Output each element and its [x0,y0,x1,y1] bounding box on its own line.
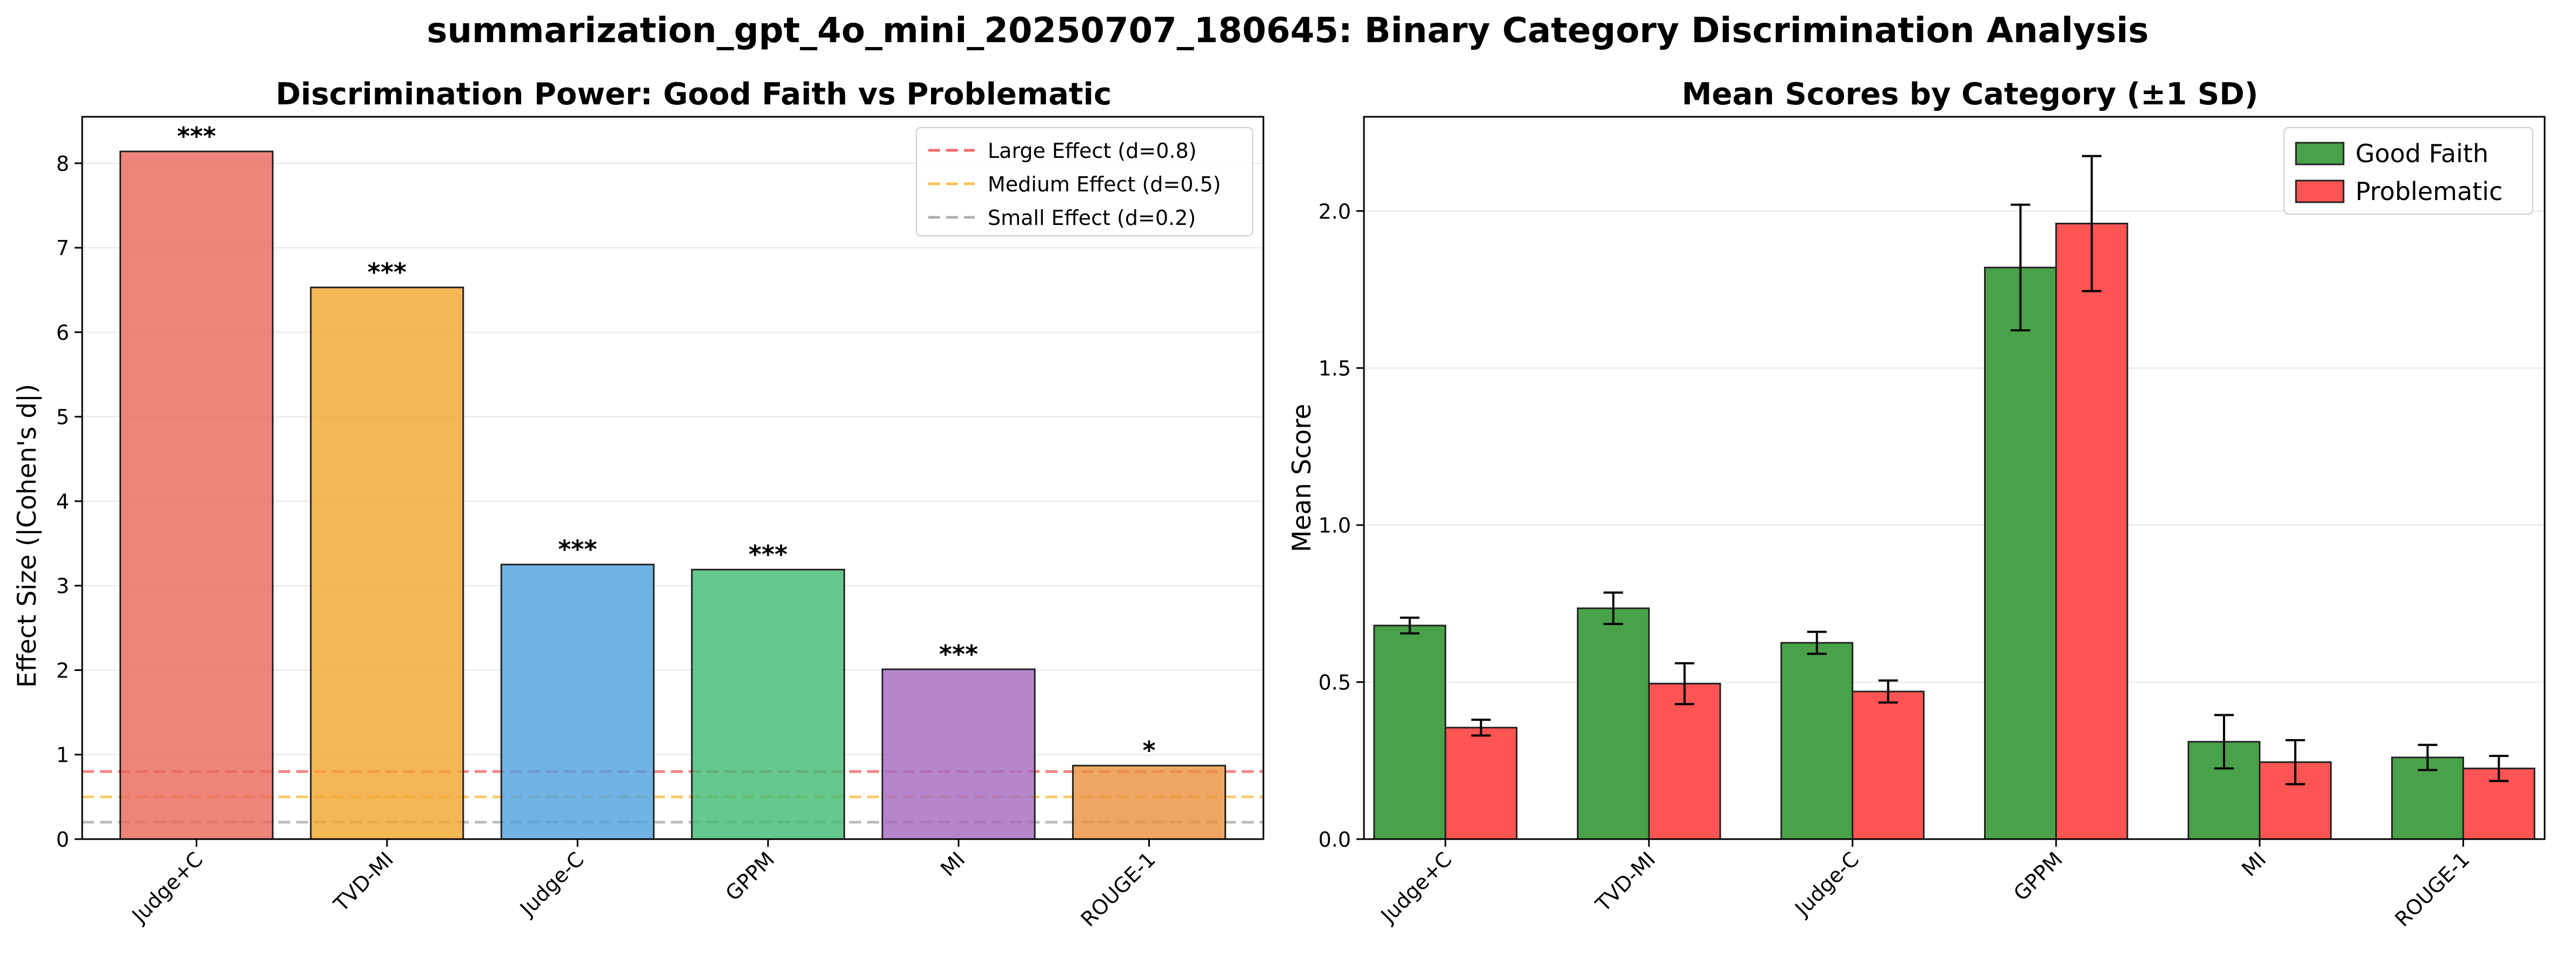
legend-label: Medium Effect (d=0.5) [988,172,1221,196]
bar-good-faith-judge-c [1780,642,1854,840]
x-tick-label-judge-c: Judge-C [1789,847,1863,921]
effect-size-y-ticks: 0 1 2 3 4 5 6 7 8 [56,152,82,852]
significance-marker: *** [939,640,978,669]
mean-scores-x-ticks: Judge+C TVD-MI Judge-C GPPM MI ROUGE-1 [1376,839,2474,931]
bar-good-faith-gppm [1983,267,2057,840]
y-tick-label: 5 [56,405,69,429]
mean-scores-chart: Mean Scores by Category (±1 SD) Mean Sco… [1287,77,2546,931]
significance-marker: *** [749,540,788,569]
effect-size-x-ticks: Judge+C TVD-MI Judge-C GPPM MI ROUGE-1 [127,839,1160,931]
x-tick-label-rouge-1: ROUGE-1 [2391,847,2474,931]
x-tick-label-rouge-1: ROUGE-1 [1076,847,1160,931]
bar-problematic-judge-c [1852,690,1925,840]
mean-scores-chart-title: Mean Scores by Category (±1 SD) [1682,77,2259,112]
x-tick-label-gppm: GPPM [2009,847,2067,906]
x-tick-label-judge-c: Judge+C [1376,847,1456,928]
legend-label: Small Effect (d=0.2) [988,206,1196,230]
legend-label: Large Effect (d=0.8) [988,139,1196,163]
effect-size-legend: Large Effect (d=0.8) Medium Effect (d=0.5… [916,127,1253,236]
effect-size-plot-frame [81,116,1264,840]
legend-swatch-good-faith [2295,142,2345,165]
bar-problematic-judge-c [1445,727,1517,840]
legend-swatch-problematic [2295,179,2345,203]
bar-judge-c [119,150,274,840]
bar-rouge-1 [1072,764,1227,840]
mean-scores-y-axis-label: Mean Score [1287,404,1317,553]
x-tick-label-tvd-mi: TVD-MI [1590,847,1660,916]
mean-scores-error-bars [1400,155,2509,786]
bar-tvd-mi [310,287,464,840]
legend-label: Problematic [2355,177,2502,206]
x-tick-label-judge-c: Judge+C [127,847,207,928]
x-tick-label-gppm: GPPM [721,847,780,906]
significance-marker: *** [368,258,407,287]
effect-size-bars [119,150,1227,840]
legend-box [2284,127,2533,215]
effect-size-chart: Discrimination Power: Good Faith vs Prob… [12,77,1264,931]
significance-marker: * [1143,736,1156,765]
effect-size-gridlines [82,162,1263,840]
y-tick-label: 2 [56,659,69,682]
x-tick-label-mi: MI [936,847,969,881]
figure-title: summarization_gpt_4o_mini_20250707_18064… [427,11,2148,51]
significance-marker: *** [177,122,216,151]
effect-size-y-axis-label: Effect Size (|Cohen's d|) [12,384,42,688]
mean-scores-legend: Good Faith Problematic [2284,127,2533,215]
y-tick-label: 0.5 [1319,671,1351,695]
y-tick-label: 7 [56,236,69,260]
bar-problematic-tvd-mi [1648,682,1721,840]
y-tick-label: 0.0 [1319,828,1351,852]
bar-good-faith-judge-c [1373,624,1447,840]
y-tick-label: 1 [56,743,69,767]
effect-size-reference-lines [82,770,1263,824]
legend-label: Good Faith [2355,139,2488,168]
mean-scores-y-ticks: 0.0 0.5 1.0 1.5 2.0 [1319,200,1364,852]
bar-problematic-gppm [2055,222,2128,840]
y-tick-label: 4 [56,490,69,514]
bar-mi [881,668,1036,840]
y-tick-label: 1.5 [1319,357,1351,381]
bar-gppm [691,569,846,840]
y-tick-label: 8 [56,152,69,176]
x-tick-label-judge-c: Judge-C [515,847,589,921]
y-tick-label: 2.0 [1319,200,1351,223]
y-tick-label: 6 [56,321,69,344]
x-tick-label-tvd-mi: TVD-MI [329,847,398,916]
bar-judge-c [500,563,655,840]
x-tick-label-mi: MI [2237,847,2271,881]
y-tick-label: 3 [56,574,69,598]
mean-scores-bars [1373,222,2535,840]
mean-scores-plot-frame [1363,116,2546,840]
bar-good-faith-tvd-mi [1576,607,1650,840]
mean-scores-gridlines [1364,210,2545,840]
significance-marker: *** [558,535,597,564]
significance-markers: ********* ******* [177,122,1155,765]
y-tick-label: 0 [56,828,69,852]
effect-size-chart-title: Discrimination Power: Good Faith vs Prob… [276,77,1111,112]
legend-box [916,127,1253,236]
y-tick-label: 1.0 [1319,514,1351,537]
